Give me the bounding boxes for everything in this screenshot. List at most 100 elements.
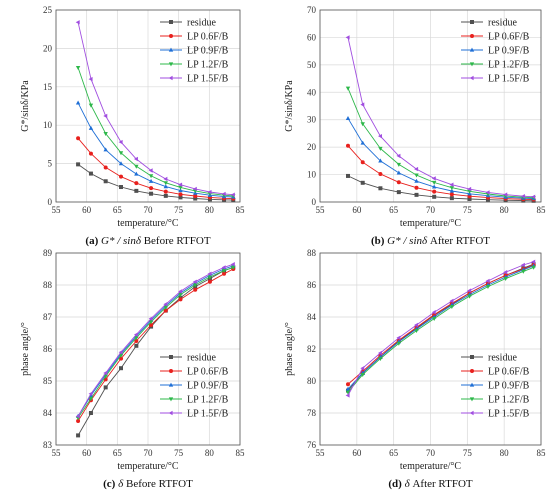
series-lp-1-5f-b [75,262,235,419]
y-tick-label: 85 [43,376,53,386]
data-point [103,165,108,170]
data-point [163,181,168,186]
series-line [77,266,234,436]
legend-marker [469,75,474,81]
series-line [347,145,534,200]
plot-frame [55,252,241,446]
y-tick-label: 88 [43,280,53,290]
y-tick-label: 84 [307,312,317,322]
data-point [134,188,139,193]
legend-marker [169,20,173,24]
chart-panel-3: 55 60 65 70 75 80 85 83 84 85 86 87 88 89 temperature/… [20,248,245,490]
y-axis-label: phase angle/° [284,322,295,376]
data-point [207,189,212,195]
legend-marker [470,355,474,359]
x-tick-label: 70 [426,448,436,458]
data-point [193,287,198,292]
x-tick-label: 70 [144,448,154,458]
data-point [485,278,490,284]
data-point [431,317,437,321]
legend-marker [168,382,174,387]
series-line [77,22,234,196]
legend-label: residue [488,353,517,364]
x-tick-label: 70 [144,205,154,215]
x-tick-label: 85 [236,448,246,458]
data-point [414,166,419,172]
data-point [75,100,81,105]
data-point [88,411,93,415]
plot-frame [55,9,241,203]
data-point [360,366,365,371]
data-point [414,185,419,190]
series-line [347,88,534,199]
data-point [531,194,536,199]
y-tick-label: 87 [43,312,53,322]
data-point [345,143,350,148]
data-point [414,178,419,183]
y-tick-label: 25 [43,5,53,15]
data-point [76,419,81,423]
subplot-caption: (b) G* / sinδ After RTFOT [371,235,490,247]
series-line [347,265,534,390]
legend-label: residue [187,353,216,364]
data-point [75,414,80,419]
y-tick-label: 84 [43,408,53,418]
data-point [192,186,197,192]
data-point [133,332,138,337]
legend-label: residue [187,18,216,29]
legend-label: LP 0.9F/B [187,46,229,57]
data-point [103,147,108,152]
data-point [163,308,168,313]
data-point [103,113,108,119]
x-tick-label: 55 [316,205,326,215]
y-tick-label: 89 [43,248,53,258]
x-tick-label: 75 [174,205,184,215]
data-point [431,176,436,181]
x-axis-label: temperature/°C [117,218,179,229]
data-point [207,271,212,276]
data-point [432,189,437,194]
legend-marker [469,62,475,67]
series-lp-0-6f-b [76,136,236,201]
y-tick-label: 10 [307,170,317,180]
series-line [77,67,234,197]
data-point [76,162,81,167]
series-lp-1-5f-b [345,259,536,398]
data-point [76,433,81,438]
x-tick-label: 55 [316,448,326,458]
legend-label: LP 1.5F/B [187,74,229,85]
legend-marker [470,20,474,24]
plot-frame [319,9,542,203]
data-point [192,279,197,284]
data-point [345,35,350,40]
x-tick-label: 85 [537,448,547,458]
x-tick-label: 60 [82,205,92,215]
y-tick-label: 20 [307,142,317,152]
data-point [221,269,227,273]
legend-label: LP 0.9F/B [488,381,530,392]
series-line [347,37,534,198]
y-tick-label: 86 [307,280,317,290]
legend-label: LP 1.2F/B [488,395,530,406]
data-point [103,385,108,390]
data-point [221,265,226,270]
series-line [77,263,234,417]
data-point [485,190,490,195]
data-point [149,191,154,196]
data-point [449,192,454,197]
legend-marker [168,47,174,52]
data-point [378,158,383,163]
series-line [77,266,234,419]
data-point [414,329,419,333]
data-point [378,172,383,177]
data-point [230,262,235,267]
chart-panel-1: 55 60 65 70 75 80 85 0 5 10 15 20 25 temperature/°C G*… [20,5,245,247]
data-point [378,146,383,151]
x-tick-label: 80 [205,448,215,458]
data-point [231,265,236,270]
series-lp-0-9f-b [345,115,536,201]
x-tick-label: 75 [463,448,473,458]
data-point [360,140,365,145]
data-point [467,288,472,293]
data-point [345,393,350,398]
